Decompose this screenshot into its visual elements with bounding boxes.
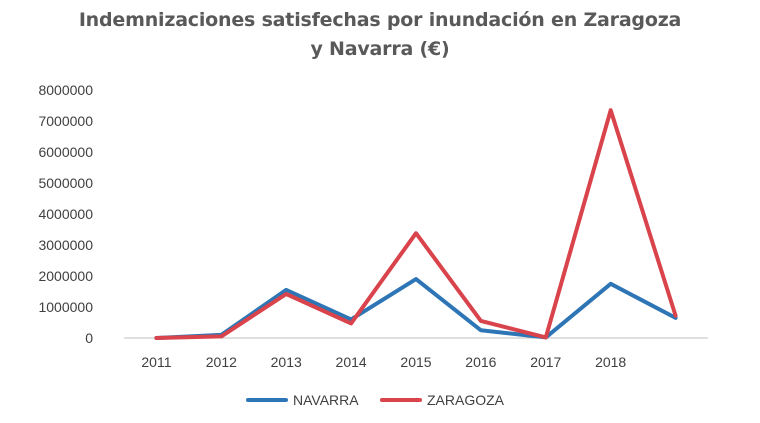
x-tick-label: 2012 — [206, 354, 237, 370]
series-layer — [154, 108, 678, 340]
x-tick-label: 2017 — [530, 354, 561, 370]
y-tick-label: 2000000 — [38, 268, 93, 284]
x-tick-label: 2018 — [595, 354, 626, 370]
y-tick-label: 4000000 — [38, 206, 93, 222]
series-line-zaragoza — [154, 108, 678, 340]
legend-label: ZARAGOZA — [427, 392, 505, 408]
x-tick-label: 2011 — [141, 354, 171, 370]
legend-label: NAVARRA — [293, 392, 359, 408]
x-tick-label: 2016 — [465, 354, 496, 370]
y-tick-label: 3000000 — [38, 237, 93, 253]
legend-item-navarra: NAVARRA — [246, 392, 359, 408]
x-tick-labels: 2011 2012 2013 2014 2015 2016 2017 2018 — [141, 354, 626, 370]
legend: NAVARRA ZARAGOZA — [246, 392, 505, 408]
y-tick-label: 5000000 — [38, 175, 93, 191]
x-tick-label: 2013 — [271, 354, 302, 370]
y-tick-label: 7000000 — [38, 113, 93, 129]
y-tick-label: 6000000 — [38, 144, 93, 160]
y-tick-label: 1000000 — [38, 299, 93, 315]
y-tick-label: 0 — [85, 330, 93, 346]
x-tick-label: 2015 — [400, 354, 431, 370]
legend-item-zaragoza: ZARAGOZA — [380, 392, 505, 408]
y-tick-label: 8000000 — [38, 82, 93, 98]
y-tick-labels: 0 1000000 2000000 3000000 4000000 5000000 6000… — [38, 82, 93, 346]
chart-title-line-2: y Navarra (€) — [310, 38, 450, 60]
chart-title-line-1: Indemnizaciones satisfechas por inundaci… — [78, 9, 682, 31]
x-tick-label: 2014 — [336, 354, 367, 370]
